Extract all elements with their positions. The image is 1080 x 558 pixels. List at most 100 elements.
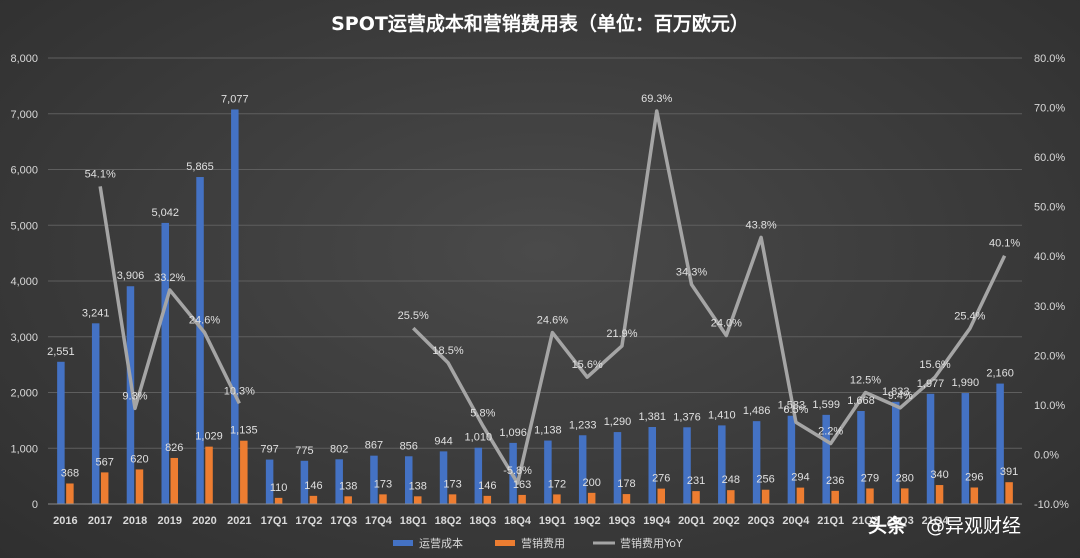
right-tick-label: 80.0% <box>1034 53 1065 65</box>
opex-bar <box>578 435 587 504</box>
opex-bar <box>996 383 1004 504</box>
marketing-bar <box>553 494 561 504</box>
marketing-bar-label: 276 <box>652 473 670 485</box>
marketing-bar <box>414 496 422 504</box>
right-tick-label: 30.0% <box>1034 301 1065 313</box>
opex-bar <box>892 401 900 504</box>
opex-bar <box>265 459 274 504</box>
opex-bar <box>683 427 691 504</box>
marketing-bar <box>866 488 874 504</box>
x-tick-label: 17Q2 <box>295 515 322 527</box>
marketing-bar <box>309 495 318 504</box>
x-tick-label: 18Q3 <box>469 515 496 527</box>
marketing-bar <box>761 489 770 504</box>
marketing-bar <box>587 492 596 504</box>
marketing-bar-label: 173 <box>443 478 461 490</box>
left-tick-label: 2,000 <box>10 388 38 400</box>
marketing-bar <box>135 469 144 504</box>
opex-bar-label: 1,010 <box>465 432 493 444</box>
opex-bar-label: 2,160 <box>986 368 1014 380</box>
marketing-bar <box>796 487 805 504</box>
yoy-label: 9.3% <box>122 390 147 402</box>
opex-bar <box>126 286 135 504</box>
opex-bar <box>370 455 378 504</box>
marketing-bar <box>66 483 74 504</box>
opex-bar <box>613 432 622 504</box>
yoy-label: -5.8% <box>503 465 532 477</box>
opex-bar-label: 1,290 <box>604 416 632 428</box>
left-tick-label: 4,000 <box>10 276 38 288</box>
opex-bar <box>474 447 483 504</box>
line-series <box>98 109 1007 485</box>
x-tick-label: 2018 <box>123 515 147 527</box>
opex-bar <box>752 421 761 504</box>
opex-bar-label: 5,865 <box>186 161 214 173</box>
legend-swatch-marketing <box>495 540 515 546</box>
watermark-brand: 头条 <box>868 514 907 537</box>
legend-label-marketing: 营销费用 <box>521 536 565 550</box>
gridlines <box>48 57 1022 505</box>
opex-bar <box>822 414 830 504</box>
marketing-bar-label: 248 <box>722 474 740 486</box>
left-tick-label: 7,000 <box>10 109 38 121</box>
right-tick-label: 50.0% <box>1034 202 1065 214</box>
marketing-bar-label: 231 <box>687 475 705 487</box>
x-tick-label: 19Q2 <box>574 515 601 527</box>
marketing-bar <box>1005 482 1013 504</box>
opex-bar-label: 3,241 <box>82 307 110 319</box>
yoy-label: 33.2% <box>154 272 185 284</box>
opex-bar-label: 775 <box>295 445 313 457</box>
marketing-bar-label: 296 <box>965 471 983 483</box>
marketing-bar-label: 236 <box>826 475 844 487</box>
marketing-bar <box>692 491 700 504</box>
opex-bar <box>857 411 865 504</box>
x-tick-label: 21Q2 <box>852 515 879 527</box>
x-tick-label: 19Q4 <box>643 515 671 527</box>
marketing-bar <box>970 487 979 504</box>
marketing-bar-label: 826 <box>165 442 183 454</box>
x-tick-label: 2016 <box>53 515 77 527</box>
x-tick-label: 2021 <box>227 515 251 527</box>
yoy-line <box>412 109 1007 485</box>
opex-bar-label: 797 <box>260 444 278 456</box>
opex-bar <box>718 425 726 504</box>
marketing-bar-label: 110 <box>270 482 288 494</box>
x-tick-label: 17Q4 <box>365 515 393 527</box>
x-tick-label: 20Q2 <box>713 515 740 527</box>
opex-bar <box>439 451 448 504</box>
right-tick-label: 70.0% <box>1034 103 1065 115</box>
x-tick-label: 18Q2 <box>435 515 462 527</box>
marketing-bar-label: 163 <box>513 479 531 491</box>
yoy-label: 24.6% <box>189 315 220 327</box>
yoy-label: 6.5% <box>783 404 808 416</box>
x-tick-label: 20Q1 <box>678 515 705 527</box>
opex-bar-label: 1,833 <box>882 386 910 398</box>
marketing-bar <box>205 446 213 504</box>
marketing-bar-label: 567 <box>95 456 113 468</box>
opex-bar-label: 1,096 <box>499 427 527 439</box>
marketing-bar-label: 340 <box>930 469 948 481</box>
yoy-label: 24.0% <box>711 318 742 330</box>
right-tick-label: 40.0% <box>1034 251 1065 263</box>
opex-bar-label: 3,906 <box>117 270 145 282</box>
opex-bar <box>231 109 239 505</box>
opex-bar-label: 856 <box>400 440 418 452</box>
opex-bar-label: 5,042 <box>151 207 179 219</box>
opex-bar <box>961 393 970 504</box>
yoy-label: 10.3% <box>224 385 255 397</box>
yoy-label: 69.3% <box>641 93 672 105</box>
marketing-bar <box>100 472 109 504</box>
marketing-bar <box>727 490 735 504</box>
x-tick-label: 2017 <box>88 515 112 527</box>
x-tick-label: 19Q1 <box>539 515 566 527</box>
yoy-label: 9.4% <box>888 390 913 402</box>
marketing-bar-label: 138 <box>339 480 357 492</box>
opex-bar <box>405 456 413 504</box>
marketing-bar <box>483 495 492 504</box>
x-tick-label: 2019 <box>158 515 182 527</box>
marketing-bar-label: 368 <box>61 467 79 479</box>
opex-bar <box>91 323 100 504</box>
marketing-bar-label: 1,135 <box>230 425 258 437</box>
